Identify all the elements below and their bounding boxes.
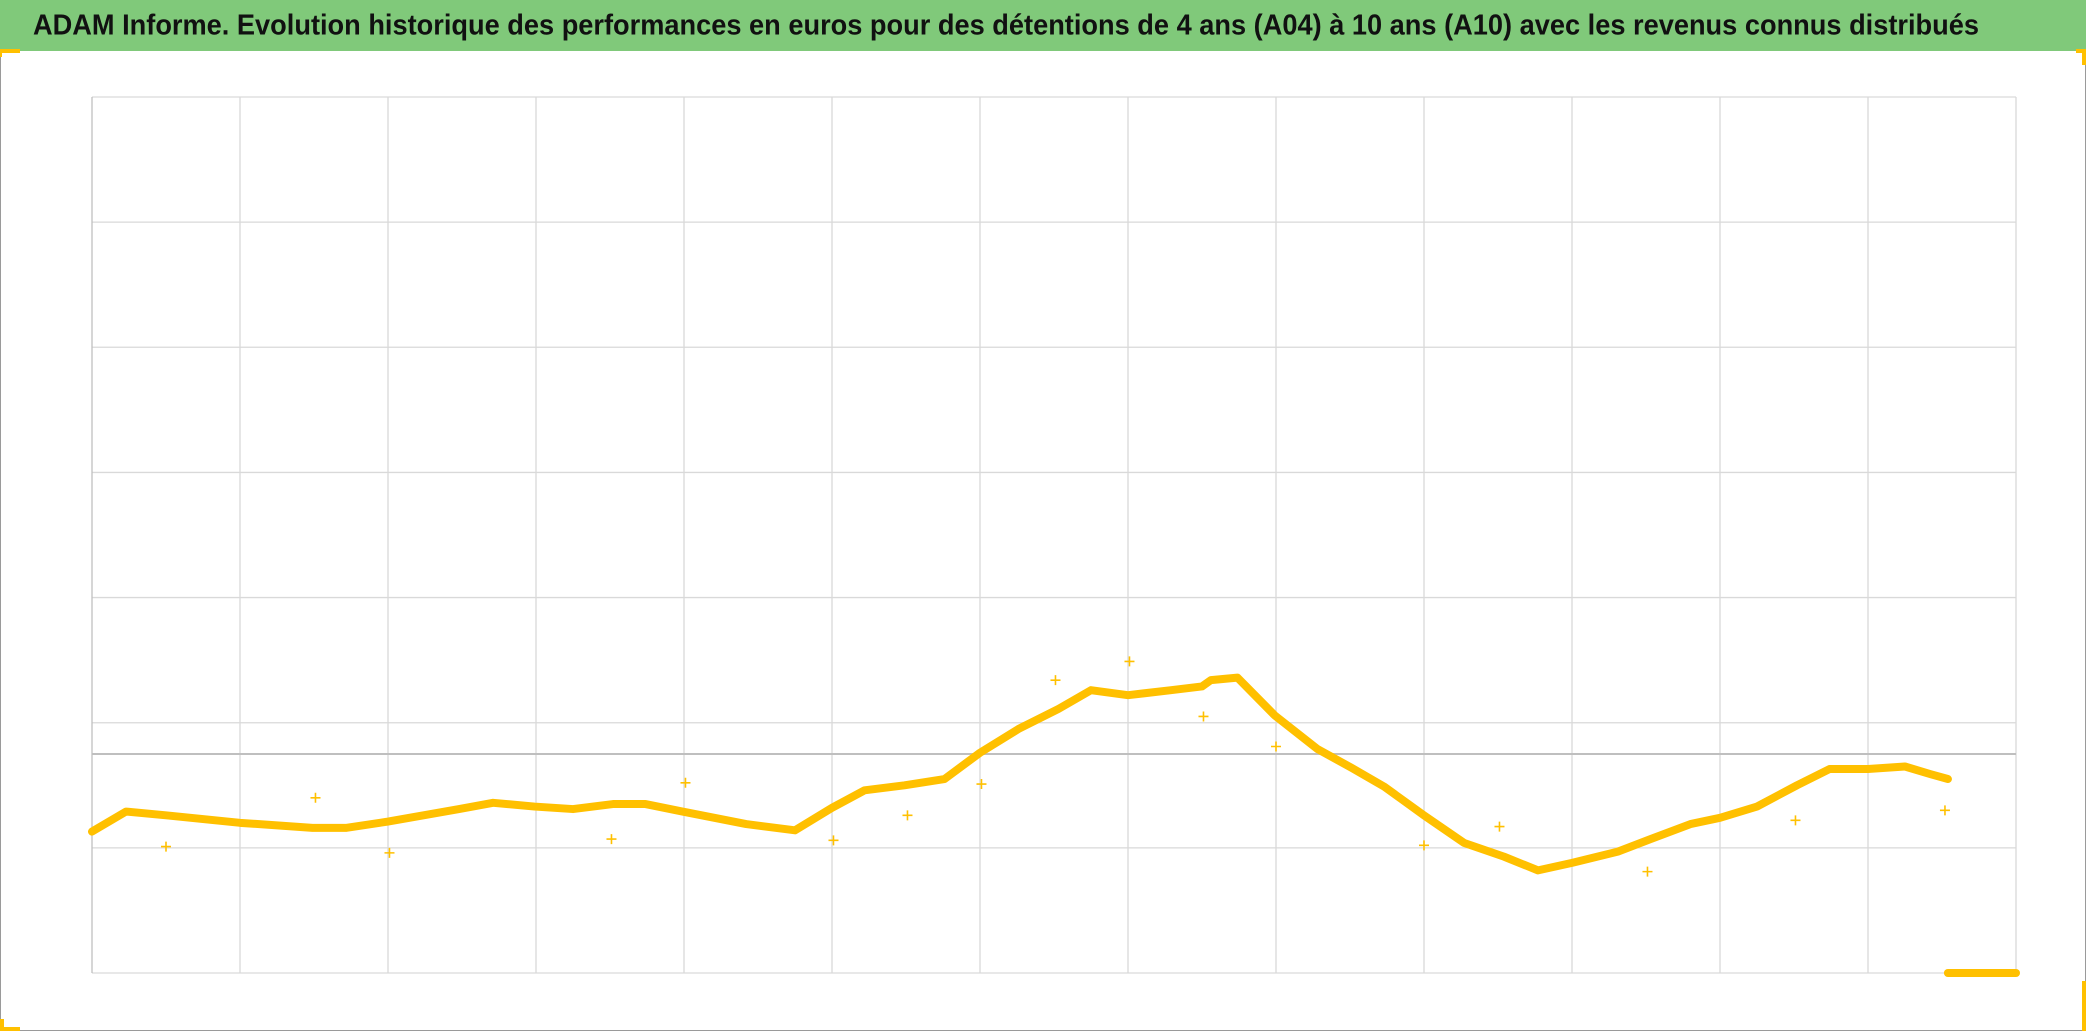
corner-handle bbox=[0, 1019, 20, 1031]
data-point bbox=[902, 810, 913, 821]
data-point bbox=[1198, 711, 1209, 722]
corner-handle bbox=[2076, 49, 2086, 65]
data-point bbox=[606, 834, 617, 845]
data-point bbox=[310, 792, 321, 803]
data-point bbox=[161, 841, 171, 852]
data-point bbox=[1790, 815, 1801, 826]
chart-title: ADAM Informe. Evolution historique des p… bbox=[33, 10, 1979, 42]
data-point bbox=[828, 835, 839, 846]
data-point bbox=[1494, 821, 1505, 832]
data-point bbox=[1124, 656, 1135, 667]
data-point bbox=[976, 779, 987, 790]
data-point bbox=[384, 847, 395, 858]
title-bar bbox=[0, 0, 2086, 51]
data-point bbox=[1271, 741, 1281, 752]
data-point bbox=[1050, 675, 1061, 686]
data-point bbox=[1419, 840, 1429, 851]
corner-handle bbox=[0, 49, 20, 57]
data-line bbox=[88, 673, 1952, 875]
data-point bbox=[1642, 866, 1653, 877]
data-point bbox=[1939, 805, 1950, 816]
data-point bbox=[680, 777, 691, 788]
